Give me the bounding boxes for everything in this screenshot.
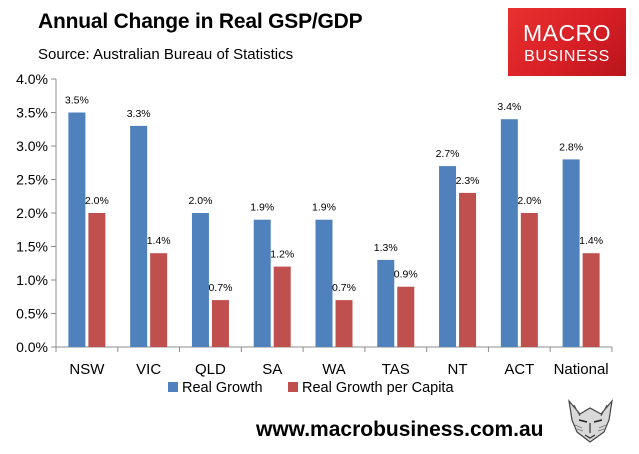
data-label: 3.5% xyxy=(65,95,89,107)
x-tick-label: National xyxy=(554,361,609,378)
x-tick-label: TAS xyxy=(382,361,410,378)
y-tick-label: 2.5% xyxy=(16,172,48,188)
data-label: 2.3% xyxy=(456,175,480,187)
bar-real-growth-per-capita xyxy=(88,213,106,347)
bar-real-growth-per-capita xyxy=(397,286,415,347)
x-tick-label: QLD xyxy=(195,361,226,378)
bar-real-growth-per-capita xyxy=(582,253,600,347)
bar-real-growth xyxy=(191,213,209,347)
data-label: 1.9% xyxy=(312,202,336,214)
y-tick-label: 1.5% xyxy=(16,239,48,255)
y-tick-label: 2.0% xyxy=(16,205,48,221)
bar-real-growth xyxy=(253,219,271,347)
legend-label: Real Growth xyxy=(182,380,263,396)
bar-real-growth xyxy=(377,259,395,347)
data-label: 3.3% xyxy=(127,108,151,120)
x-tick-label: NT xyxy=(448,361,468,378)
website-url: www.macrobusiness.com.au xyxy=(256,418,544,441)
bar-real-growth xyxy=(562,159,580,347)
data-label: 3.4% xyxy=(497,101,521,113)
legend-swatch xyxy=(288,382,298,392)
bar-real-growth xyxy=(68,112,86,347)
bar-real-growth-per-capita xyxy=(273,266,291,347)
data-label: 2.8% xyxy=(559,141,583,153)
data-label: 1.4% xyxy=(579,235,603,247)
data-label: 2.0% xyxy=(85,195,109,207)
x-tick-label: NSW xyxy=(69,361,105,378)
y-tick-label: 3.5% xyxy=(16,105,48,121)
x-tick-label: SA xyxy=(262,361,282,378)
bar-real-growth xyxy=(439,166,457,347)
y-tick-label: 0.0% xyxy=(16,339,48,355)
wolf-mascot-icon xyxy=(563,395,618,445)
chart-source: Source: Australian Bureau of Statistics xyxy=(38,46,294,63)
bar-real-growth xyxy=(500,119,518,347)
macrobusiness-logo: MACRO BUSINESS xyxy=(508,8,626,76)
data-label: 2.0% xyxy=(188,195,212,207)
data-label: 1.9% xyxy=(250,202,274,214)
bar-real-growth-per-capita xyxy=(520,213,538,347)
x-tick-label: ACT xyxy=(504,361,534,378)
logo-line-1: MACRO xyxy=(522,20,612,46)
legend-swatch xyxy=(168,382,178,392)
bar-real-growth-per-capita xyxy=(150,253,168,347)
bar-real-growth xyxy=(130,125,148,348)
legend-label: Real Growth per Capita xyxy=(302,380,454,396)
data-label: 2.7% xyxy=(436,148,460,160)
logo-line-2: BUSINESS xyxy=(524,48,610,65)
y-tick-label: 1.0% xyxy=(16,272,48,288)
y-tick-label: 0.5% xyxy=(16,306,48,322)
data-label: 0.7% xyxy=(332,282,356,294)
x-tick-label: WA xyxy=(322,361,346,378)
x-tick-label: VIC xyxy=(136,361,161,378)
chart-title: Annual Change in Real GSP/GDP xyxy=(38,10,363,33)
y-tick-label: 4.0% xyxy=(16,71,48,87)
bar-real-growth-per-capita xyxy=(211,300,229,347)
data-label: 2.0% xyxy=(517,195,541,207)
data-label: 0.7% xyxy=(208,282,232,294)
data-label: 1.3% xyxy=(374,242,398,254)
y-tick-label: 3.0% xyxy=(16,138,48,154)
data-label: 0.9% xyxy=(394,269,418,281)
bar-real-growth-per-capita xyxy=(335,300,353,347)
data-label: 1.2% xyxy=(270,249,294,261)
bar-real-growth-per-capita xyxy=(459,192,477,347)
data-label: 1.4% xyxy=(147,235,171,247)
bar-real-growth xyxy=(315,219,333,347)
